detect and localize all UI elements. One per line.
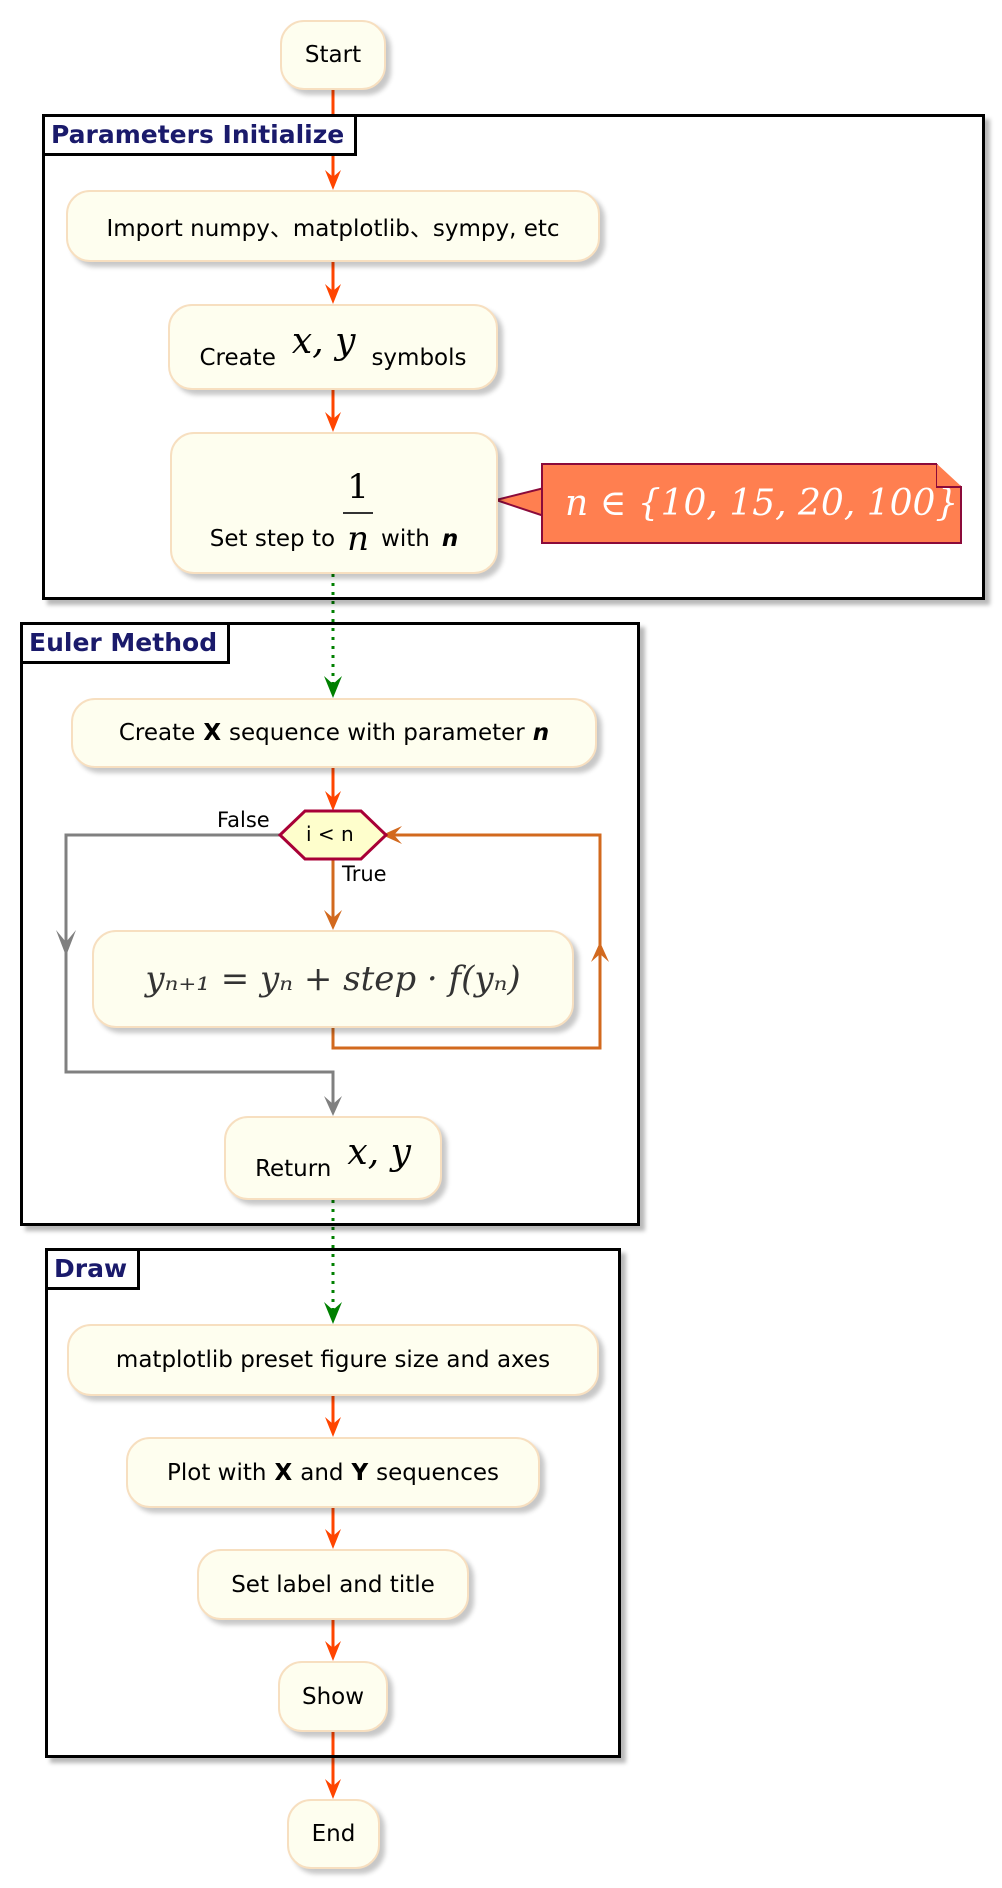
import-node: Import numpy、matplotlib、sympy, etc: [66, 190, 600, 262]
xseq-a: Create: [118, 720, 196, 746]
start-label: Start: [304, 42, 362, 68]
create-suffix: symbols: [371, 345, 467, 371]
decision-text: i < n: [306, 822, 354, 846]
xseq-b: X: [203, 720, 222, 746]
show-label: Show: [301, 1683, 365, 1710]
plot-a: Plot with: [167, 1459, 267, 1486]
matplotlib-preset-node: matplotlib preset figure size and axes: [67, 1324, 599, 1396]
true-label: True: [342, 862, 387, 886]
step-fraction: 1 n: [343, 467, 374, 559]
set-label-title-node: Set label and title: [197, 1549, 469, 1620]
note-fold-corner: [936, 463, 962, 488]
set-step-node: Set step to 1 n with n: [170, 432, 498, 574]
update-formula-node: yₙ₊₁ = yₙ + step · f(yₙ): [92, 930, 574, 1028]
return-node: Return x, y: [224, 1116, 442, 1200]
xseq-d: n: [532, 720, 550, 746]
group-parameters-initialize: Parameters Initialize: [42, 114, 985, 600]
plot-node: Plot with X and Y sequences: [126, 1437, 540, 1508]
step-n: n: [441, 526, 459, 552]
group-euler-method: Euler Method: [20, 622, 640, 1226]
start-node: Start: [280, 20, 386, 90]
loop-back-line: [331, 833, 602, 1050]
create-symbols-node: Create x, y symbols: [168, 304, 498, 390]
decision-shape: [277, 809, 389, 861]
false-label: False: [217, 808, 270, 832]
false-path-line: [64, 833, 335, 1112]
return-math: x, y: [347, 1131, 411, 1173]
end-label: End: [311, 1821, 356, 1847]
mpl-label: matplotlib preset figure size and axes: [115, 1347, 551, 1373]
group-draw: Draw: [45, 1248, 621, 1758]
create-x-sequence-node: Create X sequence with parameter n: [71, 698, 597, 768]
step-prefix: Set step to: [209, 526, 336, 552]
plot-c: and: [300, 1459, 344, 1486]
show-node: Show: [278, 1661, 388, 1732]
note-text: n ∈ {10, 15, 20, 100}: [565, 483, 959, 524]
plot-b: X: [274, 1459, 293, 1486]
fraction-bar: [343, 512, 374, 514]
label-text: Set label and title: [231, 1571, 435, 1598]
xseq-c: sequence with parameter: [229, 720, 525, 746]
import-label: Import numpy、matplotlib、sympy, etc: [106, 216, 560, 242]
create-math: x, y: [291, 320, 356, 362]
n-values-note: n ∈ {10, 15, 20, 100}: [541, 463, 962, 544]
end-node: End: [287, 1799, 380, 1869]
step-numerator: 1: [347, 467, 369, 507]
update-formula: yₙ₊₁ = yₙ + step · f(yₙ): [145, 959, 521, 999]
group-title: Parameters Initialize: [45, 117, 358, 156]
create-prefix: Create: [199, 345, 276, 371]
step-with: with: [381, 526, 430, 552]
group-title: Draw: [48, 1251, 141, 1290]
group-title: Euler Method: [23, 625, 231, 664]
step-denominator: n: [347, 519, 369, 559]
return-prefix: Return: [255, 1156, 332, 1182]
plot-d: Y: [351, 1459, 369, 1486]
plot-e: sequences: [376, 1459, 499, 1486]
